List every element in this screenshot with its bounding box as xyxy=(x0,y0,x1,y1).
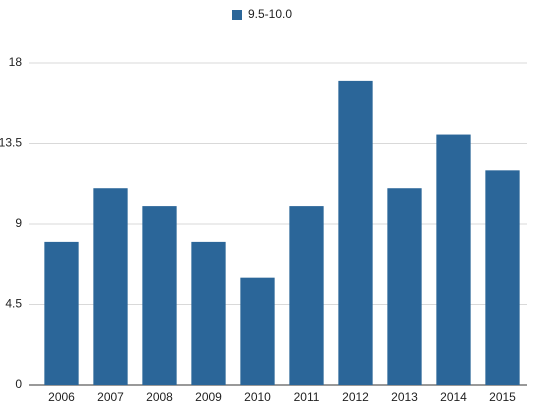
bar xyxy=(240,277,275,385)
legend-label: 9.5-10.0 xyxy=(248,7,292,21)
y-tick-label: 13.5 xyxy=(0,136,22,150)
x-tick-label: 2008 xyxy=(146,390,173,404)
y-tick-label: 4.5 xyxy=(5,297,22,311)
bar xyxy=(191,241,226,385)
x-tick-label: 2015 xyxy=(489,390,516,404)
bar xyxy=(436,134,471,385)
bar xyxy=(387,188,422,385)
bar xyxy=(44,241,79,385)
bar xyxy=(142,206,177,385)
x-tick-label: 2012 xyxy=(342,390,369,404)
y-tick-label: 9 xyxy=(15,216,22,230)
x-tick-label: 2013 xyxy=(391,390,418,404)
x-tick-label: 2009 xyxy=(195,390,222,404)
x-tick-label: 2014 xyxy=(440,390,467,404)
legend-swatch xyxy=(232,10,242,20)
y-tick-label: 0 xyxy=(15,377,22,391)
bar xyxy=(93,188,128,385)
x-tick-label: 2010 xyxy=(244,390,271,404)
bar xyxy=(289,206,324,385)
y-tick-label: 18 xyxy=(9,55,23,69)
bar xyxy=(338,80,373,385)
bar xyxy=(485,170,520,385)
x-tick-label: 2006 xyxy=(48,390,75,404)
x-tick-label: 2011 xyxy=(294,390,320,404)
x-tick-label: 2007 xyxy=(97,390,124,404)
